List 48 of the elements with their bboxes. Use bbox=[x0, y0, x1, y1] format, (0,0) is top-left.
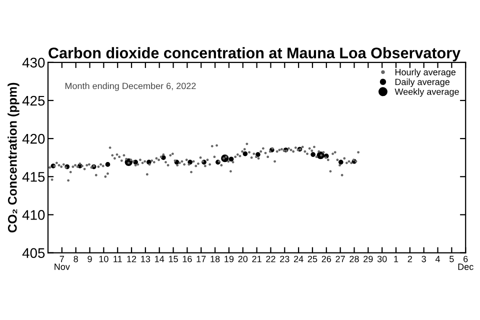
x-tick-label: 28 bbox=[350, 256, 359, 262]
legend-label: Weekly average bbox=[394, 88, 459, 97]
x-tick-label: 5 bbox=[450, 256, 454, 262]
x-tick-label: 3 bbox=[422, 256, 426, 262]
x-tick-label: 4 bbox=[435, 256, 440, 262]
y-tick-label: 425 bbox=[22, 96, 45, 106]
x-tick-label: 1 bbox=[394, 256, 398, 262]
annotation: Month ending December 6, 2022 bbox=[65, 82, 196, 91]
x-tick-label: 2 bbox=[408, 256, 412, 262]
x-tick-label: 27 bbox=[336, 256, 345, 262]
x-tick-label: 22 bbox=[266, 256, 276, 262]
x-tick-label: 26 bbox=[322, 256, 332, 262]
x-tick-label: 30 bbox=[377, 256, 387, 262]
x-tick-label: 10 bbox=[99, 256, 108, 262]
point bbox=[105, 162, 110, 167]
x-tick-label: 16 bbox=[182, 256, 192, 262]
point bbox=[256, 152, 260, 157]
x-tick-label: 8 bbox=[74, 256, 78, 262]
point bbox=[310, 152, 316, 157]
x-tick-label: 23 bbox=[280, 256, 290, 262]
y-tick-label: 405 bbox=[22, 248, 45, 258]
legend-label: Hourly average bbox=[395, 68, 456, 78]
y-axis-title: CO₂ Concentration (ppm) bbox=[8, 82, 20, 232]
x-tick-label: 7 Nov bbox=[54, 256, 70, 270]
x-tick-label: 24 bbox=[294, 256, 304, 262]
x-tick-label: 20 bbox=[238, 256, 248, 262]
x-tick-label: 6 Dec bbox=[458, 256, 474, 270]
y-tick-label: 410 bbox=[22, 210, 45, 220]
x-tick-label: 11 bbox=[114, 256, 122, 262]
point bbox=[338, 160, 344, 165]
x-tick-label: 18 bbox=[210, 256, 220, 262]
y-tick-label: 420 bbox=[22, 134, 45, 144]
x-tick-label: 13 bbox=[141, 256, 150, 262]
x-tick-label: 15 bbox=[168, 256, 178, 262]
x-tick-label: 9 bbox=[88, 256, 92, 262]
point bbox=[242, 151, 248, 156]
y-tick-label: 415 bbox=[22, 172, 45, 182]
x-tick-label: 17 bbox=[196, 256, 206, 262]
point bbox=[228, 156, 234, 162]
x-tick-label: 25 bbox=[308, 256, 318, 262]
legend-label: Daily average bbox=[395, 78, 450, 87]
x-tick-label: 14 bbox=[155, 256, 164, 262]
x-tick-label: 19 bbox=[224, 256, 234, 262]
x-tick-label: 12 bbox=[127, 256, 136, 262]
y-tick-label: 430 bbox=[22, 58, 45, 68]
x-tick-label: 29 bbox=[364, 256, 373, 262]
chart-title: Carbon dioxide concentration at Mauna Loa Observatory bbox=[48, 47, 460, 62]
x-tick-label: 21 bbox=[252, 256, 262, 262]
